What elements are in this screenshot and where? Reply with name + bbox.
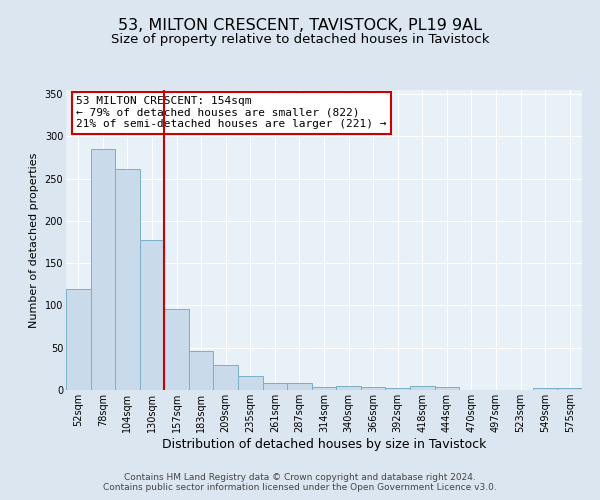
- Text: Contains HM Land Registry data © Crown copyright and database right 2024.
Contai: Contains HM Land Registry data © Crown c…: [103, 473, 497, 492]
- Bar: [214, 366, 238, 390]
- Bar: [238, 376, 263, 390]
- Bar: [434, 388, 459, 390]
- Bar: [312, 388, 336, 390]
- Bar: [140, 240, 164, 390]
- Bar: [91, 149, 115, 390]
- Bar: [533, 388, 557, 390]
- Y-axis label: Number of detached properties: Number of detached properties: [29, 152, 39, 328]
- Bar: [263, 383, 287, 390]
- Bar: [336, 386, 361, 390]
- Bar: [66, 288, 91, 390]
- Bar: [164, 309, 189, 390]
- Bar: [115, 168, 140, 390]
- Text: 53, MILTON CRESCENT, TAVISTOCK, PL19 9AL: 53, MILTON CRESCENT, TAVISTOCK, PL19 9AL: [118, 18, 482, 32]
- Bar: [189, 351, 214, 390]
- Text: Size of property relative to detached houses in Tavistock: Size of property relative to detached ho…: [111, 32, 489, 46]
- Text: 53 MILTON CRESCENT: 154sqm
← 79% of detached houses are smaller (822)
21% of sem: 53 MILTON CRESCENT: 154sqm ← 79% of deta…: [76, 96, 387, 129]
- Bar: [410, 386, 434, 390]
- Bar: [557, 388, 582, 390]
- X-axis label: Distribution of detached houses by size in Tavistock: Distribution of detached houses by size …: [162, 438, 486, 451]
- Bar: [385, 388, 410, 390]
- Bar: [287, 383, 312, 390]
- Bar: [361, 388, 385, 390]
